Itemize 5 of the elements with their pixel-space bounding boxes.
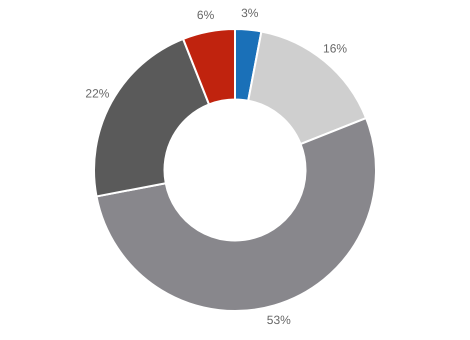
data-label: 3%	[241, 6, 259, 20]
data-label: 53%	[266, 313, 292, 328]
data-label: 22%	[85, 86, 110, 101]
data-label: 16%	[323, 41, 348, 56]
data-label: 6%	[196, 8, 215, 22]
